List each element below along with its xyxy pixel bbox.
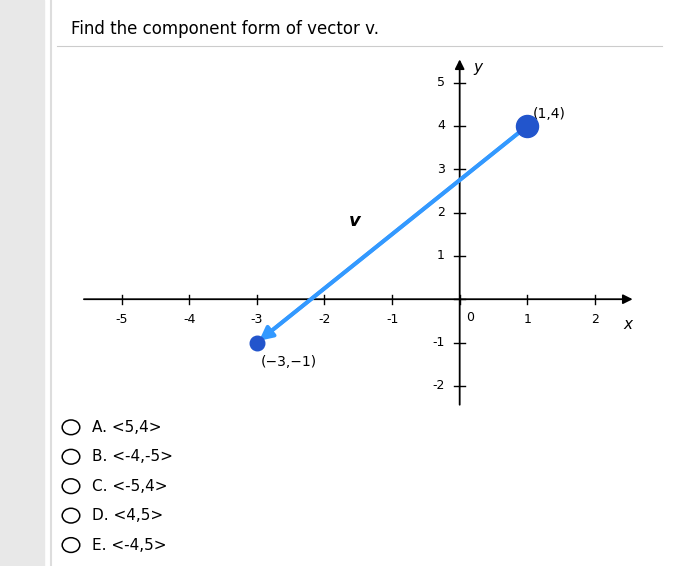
Text: 5: 5: [437, 76, 445, 89]
Text: 1: 1: [523, 313, 531, 326]
Text: y: y: [473, 60, 482, 75]
Point: [251, 338, 262, 347]
Text: 3: 3: [437, 163, 445, 175]
Text: 2: 2: [591, 313, 599, 326]
Text: -5: -5: [116, 313, 128, 326]
Text: 0: 0: [466, 311, 474, 324]
Text: B. <-4,-5>: B. <-4,-5>: [92, 449, 173, 464]
Text: D. <4,5>: D. <4,5>: [92, 508, 163, 523]
Text: E. <-4,5>: E. <-4,5>: [92, 538, 166, 552]
Text: (1,4): (1,4): [533, 107, 566, 121]
Text: -2: -2: [433, 379, 445, 392]
Text: C. <-5,4>: C. <-5,4>: [92, 479, 168, 494]
Text: -1: -1: [433, 336, 445, 349]
Text: -1: -1: [386, 313, 398, 326]
Text: -3: -3: [251, 313, 263, 326]
Text: v: v: [349, 212, 361, 230]
Text: 4: 4: [437, 119, 445, 132]
Text: -4: -4: [183, 313, 195, 326]
Text: x: x: [623, 318, 632, 332]
Text: A. <5,4>: A. <5,4>: [92, 420, 162, 435]
Point: [522, 121, 533, 130]
Text: 2: 2: [437, 206, 445, 219]
Text: 1: 1: [437, 250, 445, 263]
Text: -2: -2: [318, 313, 331, 326]
Text: Find the component form of vector v.: Find the component form of vector v.: [71, 20, 379, 38]
Text: (−3,−1): (−3,−1): [260, 355, 316, 368]
